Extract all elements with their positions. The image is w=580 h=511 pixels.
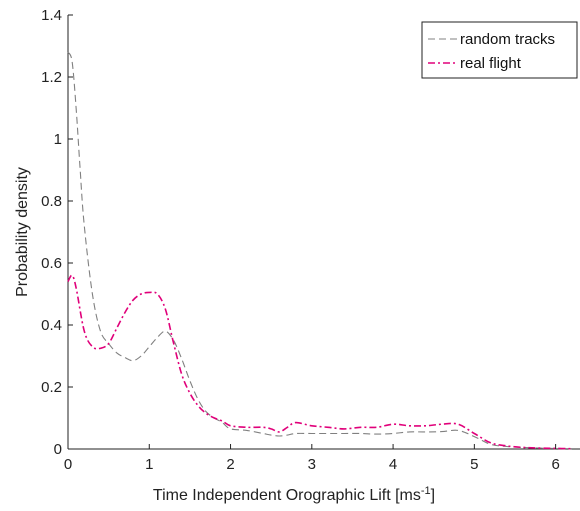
y-tick-label: 0.8 (41, 193, 62, 210)
x-axis-label-main: Time Independent Orographic Lift [ms (153, 487, 421, 504)
y-axis-ticks: 0 0.2 0.4 0.6 0.8 1 1.2 1.4 (41, 7, 73, 458)
y-tick-label: 1.2 (41, 69, 62, 86)
x-tick-label: 5 (470, 456, 478, 473)
legend: random tracks real flight (421, 21, 578, 79)
x-tick-label: 4 (389, 456, 397, 473)
x-tick-label: 1 (145, 456, 153, 473)
y-tick-label: 1.4 (41, 7, 62, 24)
x-axis-label-end: ] (431, 487, 435, 504)
x-tick-label: 2 (226, 456, 234, 473)
x-axis-label: Time Independent Orographic Lift [ms-1] (153, 485, 435, 504)
y-tick-label: 0.4 (41, 317, 62, 334)
series-layer (67, 51, 572, 450)
y-axis-label: Probability density (14, 167, 31, 297)
x-tick-label: 6 (551, 456, 559, 473)
plot-frame (67, 15, 580, 450)
series-line-real-flight (67, 274, 572, 450)
legend-label: real flight (460, 55, 522, 72)
y-tick-label: 0.6 (41, 255, 62, 272)
y-tick-label: 0 (54, 441, 62, 458)
legend-box (421, 21, 578, 79)
x-axis-label-superscript: -1 (421, 485, 431, 497)
y-tick-label: 1 (54, 131, 62, 148)
x-tick-label: 0 (64, 456, 72, 473)
x-tick-label: 3 (308, 456, 316, 473)
x-axis-ticks: 0 1 2 3 4 5 6 (64, 444, 560, 473)
series-line-random-tracks (67, 51, 572, 450)
y-tick-label: 0.2 (41, 379, 62, 396)
legend-label: random tracks (460, 31, 555, 48)
